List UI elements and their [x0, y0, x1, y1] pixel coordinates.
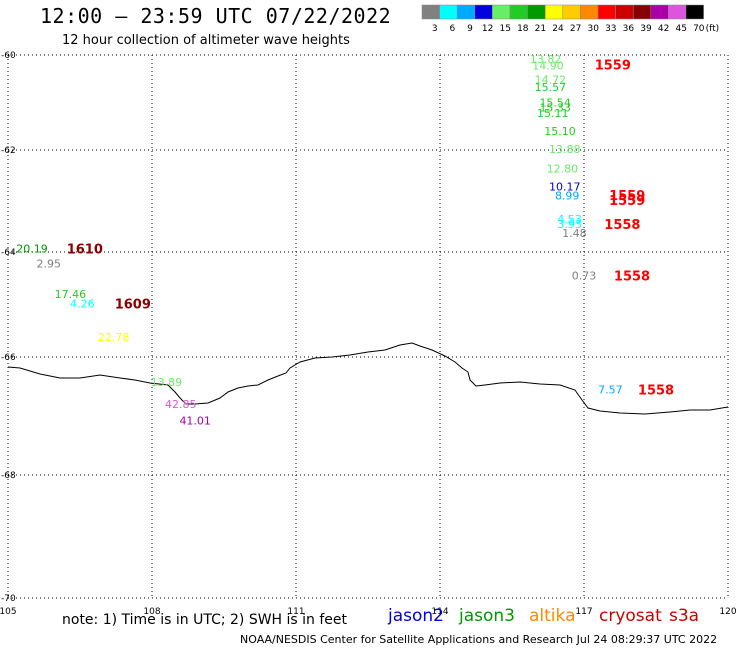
legend-tick-label: 12 — [482, 24, 493, 34]
legend-tick-label: 42 — [658, 24, 669, 34]
wave-height-label: 15.54 — [539, 97, 571, 110]
legend-tick-label: 6 — [450, 24, 456, 34]
credit-line: NOAA/NESDIS Center for Satellite Applica… — [240, 633, 718, 646]
page-subtitle: 12 hour collection of altimeter wave hei… — [62, 33, 350, 48]
wave-height-label: 13.88 — [549, 143, 581, 156]
legend-swatch — [509, 4, 528, 20]
legend-tick-label: 9 — [467, 24, 473, 34]
wave-height-label: 7.57 — [598, 383, 623, 396]
legend-swatch — [632, 4, 652, 20]
legend-swatch — [474, 4, 493, 20]
lat-tick-label: -62 — [1, 146, 16, 156]
lat-tick-label: -60 — [1, 51, 16, 61]
wave-height-label: 41.01 — [179, 415, 211, 428]
legend-swatch — [439, 4, 458, 20]
pass-time-label: 1559 — [595, 59, 631, 74]
satellite-s3a-label: s3a — [669, 606, 700, 626]
legend-tick-label: 21 — [535, 24, 546, 34]
satellite-altika-label: altika — [529, 606, 576, 626]
legend-swatch — [685, 4, 704, 20]
lon-tick-label: 111 — [287, 607, 304, 617]
wave-height-label: 3.93 — [557, 218, 582, 231]
satellite-cryosat-label: cryosat — [599, 606, 662, 626]
lat-tick-label: -70 — [1, 594, 16, 604]
lon-tick-label: 108 — [143, 607, 160, 617]
lat-tick-label: -68 — [1, 471, 16, 481]
legend-swatch — [421, 4, 440, 20]
legend-swatch — [650, 4, 669, 20]
legend-unit: (ft) — [706, 24, 720, 34]
legend-tick-label: 3 — [432, 24, 438, 34]
wave-height-label: 8.99 — [555, 189, 580, 202]
legend-tick-label: 18 — [517, 24, 529, 34]
legend-tick-label: 45 — [675, 24, 686, 34]
lon-tick-label: 114 — [431, 607, 448, 617]
legend-swatch — [544, 4, 564, 20]
wave-height-label: 14.72 — [535, 74, 567, 87]
legend-tick-label: 33 — [605, 24, 616, 34]
legend-swatch — [527, 4, 546, 20]
satellite-jason2-label: jason2 — [388, 606, 444, 626]
wave-height-label: 4.26 — [70, 297, 95, 310]
wave-height-label: 0.73 — [572, 270, 597, 283]
wave-height-label: 2.95 — [37, 258, 62, 271]
wave-height-label: 13.82 — [530, 53, 562, 66]
wave-height-label: 15.11 — [537, 107, 569, 120]
pass-time-label: 1609 — [115, 297, 151, 312]
wave-height-label: 42.85 — [165, 398, 197, 411]
legend-swatch — [492, 4, 511, 20]
lon-tick-label: 105 — [0, 607, 17, 617]
pass-time-label: 1559 — [609, 194, 645, 209]
pass-time-label: 1558 — [604, 218, 640, 233]
footer-note: note: 1) Time is in UTC; 2) SWH is in fe… — [62, 612, 348, 628]
wave-height-label: 14.90 — [532, 59, 564, 72]
wave-height-label: 15.33 — [539, 101, 571, 114]
wave-height-label: 22.78 — [98, 331, 130, 344]
legend-tick-label: 70 — [693, 24, 705, 34]
wave-height-label: 15.57 — [535, 81, 567, 94]
legend-swatch — [456, 4, 476, 20]
wave-height-label: 17.46 — [55, 288, 87, 301]
legend-tick-label: 39 — [640, 24, 652, 34]
wave-height-label: 15.10 — [544, 125, 576, 138]
page-title: 12:00 – 23:59 UTC 07/22/2022 — [40, 4, 392, 28]
color-legend: 3 6 9 12 15 18 21 24 27 30 33 36 39 42 45 70 (ft) — [421, 4, 720, 34]
legend-tick-label: 30 — [587, 24, 599, 34]
legend-swatch — [562, 4, 581, 20]
legend-swatch — [615, 4, 634, 20]
lon-tick-label: 120 — [719, 607, 736, 617]
pass-time-label: 1559 — [609, 189, 645, 204]
antarctic-coastline — [7, 342, 729, 415]
wave-height-label: 4.53 — [557, 213, 582, 226]
legend-swatch — [668, 4, 687, 20]
satellite-jason3-label: jason3 — [459, 606, 515, 626]
lon-tick-label: 117 — [575, 607, 592, 617]
legend-swatch — [597, 4, 616, 20]
wave-height-label: 1.48 — [562, 227, 587, 240]
legend-swatch — [580, 4, 599, 20]
lat-tick-label: -64 — [1, 248, 16, 258]
pass-time-label: 1558 — [614, 270, 650, 285]
legend-tick-label: 15 — [499, 24, 510, 34]
wave-height-label: 12.80 — [547, 162, 579, 175]
pass-time-label: 1610 — [67, 242, 103, 257]
wave-height-label: 20.19 — [16, 242, 48, 255]
pass-time-label: 1558 — [638, 383, 674, 398]
wave-height-label: 10.17 — [549, 181, 581, 194]
lat-tick-label: -66 — [1, 353, 16, 363]
wave-height-label: 13.89 — [151, 376, 183, 389]
legend-tick-label: 24 — [552, 24, 564, 34]
map-grid: 105 108 111 114 117 120 -60 -62 -64 -66 -68 -70 — [0, 51, 737, 617]
legend-tick-label: 36 — [623, 24, 635, 34]
legend-tick-label: 27 — [570, 24, 581, 34]
